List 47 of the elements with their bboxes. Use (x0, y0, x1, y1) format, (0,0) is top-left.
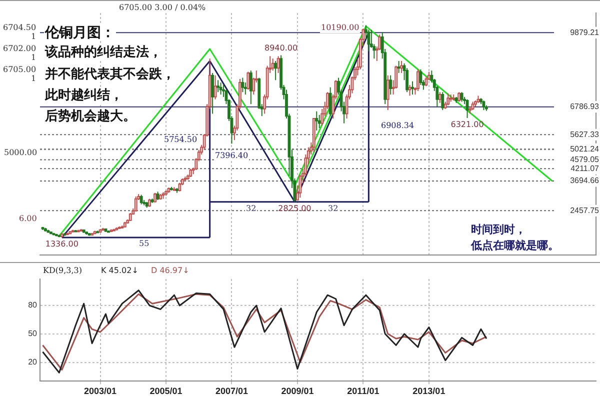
annotation: 10190.00 (320, 23, 360, 33)
x-tick-label: 2003/01 (84, 386, 117, 396)
text: D 46.97↓ (150, 266, 190, 276)
chart-title: KD(9,3,3) (42, 266, 83, 276)
annotation: 该品种的纠结走法， (44, 45, 163, 60)
x-tick-label: 2005/01 (150, 386, 182, 396)
annotation: 后势机会越大。 (44, 109, 137, 124)
text: 6704.50 (2, 23, 38, 33)
y-tick-label: 80 (28, 300, 38, 310)
y-tick-label: 9879.21 (570, 28, 600, 37)
text: 6.00 (18, 214, 38, 224)
series-label: K 45.02↓ (100, 266, 140, 276)
annotation: 此时越纠结， (44, 88, 124, 103)
annotation: 6321.00 (450, 120, 484, 130)
text: 6705.00 (2, 65, 38, 75)
text: 1 (30, 32, 38, 42)
x-tick-label: 2013/01 (412, 386, 446, 396)
annotation: 6908.34 (380, 121, 416, 131)
y-tick-label: 50 (28, 329, 38, 338)
y-tick-label: 2457.75 (570, 206, 600, 215)
y-tick-label: 4579.05 (570, 154, 600, 164)
annotation: 5754.50 (163, 135, 198, 145)
text: 6705.00 3.00 / 0.04% (118, 3, 207, 13)
x-tick-label: 2007/01 (215, 386, 248, 396)
annotation: 7396.40 (214, 151, 250, 161)
y-tick-label: 3694.66 (570, 176, 600, 186)
annotation: 8940.00 (264, 43, 298, 52)
annotation: 32 (327, 204, 340, 214)
text: 1 (30, 53, 38, 63)
annotation: 55 (138, 239, 150, 249)
annotation: 低点在哪就是哪。 (470, 239, 560, 252)
y-tick-label: 5627.33 (570, 130, 600, 139)
y-tick-label: 20 (28, 357, 38, 366)
annotation: 时间到时， (470, 223, 527, 236)
x-tick-label: 2009/01 (281, 386, 314, 396)
y-tick-label: 4211.07 (570, 164, 600, 173)
annotation: 2825.00 (278, 204, 312, 213)
x-tick-label: 2011/01 (347, 386, 380, 396)
annotation: 并不能代表其不会跌， (44, 67, 176, 82)
y-tick-label: 6786.93 (570, 102, 600, 112)
annotation: 32 (245, 204, 258, 214)
y-tick-label: 5021.24 (570, 144, 600, 154)
text: 1 (30, 74, 38, 84)
text: 伦铜月图： (44, 25, 116, 41)
text: 5000.00 (3, 148, 38, 158)
text: 6702.00 (2, 44, 38, 54)
annotation: 1336.00 (45, 240, 78, 249)
